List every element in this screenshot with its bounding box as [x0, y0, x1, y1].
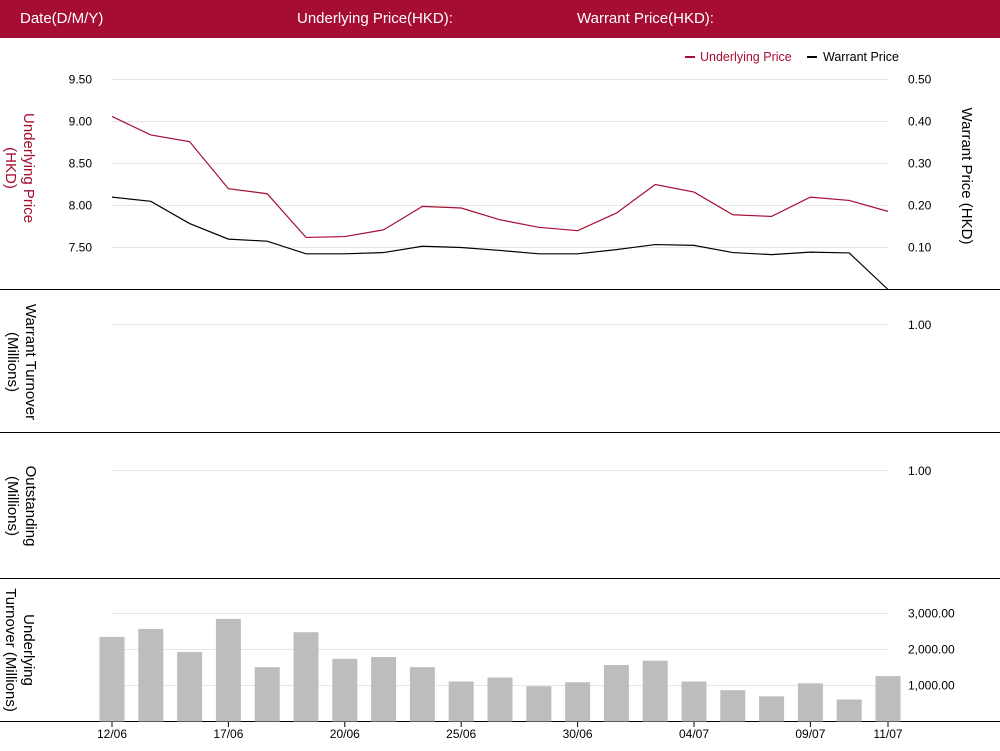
- underlying-price-tick: 8.00: [69, 199, 93, 213]
- underlying-turnover-bar: [371, 657, 397, 722]
- underlying-turnover-tick: 2,000.00: [908, 643, 955, 657]
- underlying-price-tick: 8.50: [69, 157, 93, 171]
- legend-underlying-label: Underlying Price: [700, 50, 792, 64]
- underlying-turnover-bar: [177, 652, 203, 722]
- underlying-turnover-bar: [565, 682, 591, 722]
- x-tick-label: 17/06: [213, 727, 243, 741]
- price-gridlines: [112, 79, 888, 248]
- warrant-price-tick: 0.30: [908, 157, 932, 171]
- warrant-price-tick: 0.10: [908, 241, 932, 255]
- underlying-turnover-bar: [254, 667, 280, 722]
- underlying-turnover-bar: [526, 686, 552, 722]
- warrant-price-tick: 0.40: [908, 115, 932, 129]
- underlying-turnover-bar: [720, 690, 746, 722]
- outstanding-tick: 1.00: [908, 464, 932, 478]
- underlying-price-line: [111, 115, 889, 239]
- underlying-turnover-tick: 3,000.00: [908, 607, 955, 621]
- warrant-chart: Underlying Price Warrant Price 9.50 9.00 8…: [0, 50, 1000, 741]
- underlying-turnover-bar: [681, 681, 707, 722]
- x-tick-label: 09/07: [795, 727, 825, 741]
- underlying-turnover-bar: [409, 667, 435, 722]
- underlying-turnover-bar: [642, 660, 668, 722]
- warrant-price-tick: 0.50: [908, 73, 932, 87]
- underlying-price-tick: 7.50: [69, 241, 93, 255]
- underlying-turnover-bar: [759, 696, 785, 722]
- warrant-price-axis: 0.50 0.40 0.30 0.20 0.10: [908, 73, 932, 255]
- underlying-turnover-bar: [875, 676, 901, 722]
- underlying-turnover-bar: [215, 618, 241, 722]
- underlying-price-axis: 9.50 9.00 8.50 8.00 7.50: [69, 73, 93, 255]
- header-bar: Date(D/M/Y) Underlying Price(HKD): Warra…: [0, 0, 1000, 38]
- underlying-turnover-bar: [293, 632, 319, 722]
- underlying-turnover-tick: 1,000.00: [908, 679, 955, 693]
- warrant-turnover-tick: 1.00: [908, 318, 932, 332]
- warrant-price-label: Warrant Price(HKD):: [577, 10, 714, 27]
- underlying-price-label: Underlying Price(HKD):: [297, 10, 453, 27]
- x-tick-label: 20/06: [330, 727, 360, 741]
- underlying-turnover-bar: [836, 699, 862, 722]
- warrant-price-axis-title: Warrant Price (HKD): [958, 108, 975, 245]
- warrant-price-tick: 0.20: [908, 199, 932, 213]
- underlying-turnover-bar: [332, 658, 358, 722]
- x-tick-label: 04/07: [679, 727, 709, 741]
- warrant-turnover-axis-title: Warrant Turnover(Millions): [4, 304, 39, 420]
- underlying-turnover-bar: [603, 664, 629, 722]
- underlying-price-axis-title: Underlying Price(HKD): [2, 113, 37, 223]
- underlying-price-tick: 9.00: [69, 115, 93, 129]
- x-tick-label: 12/06: [97, 727, 127, 741]
- x-tick-label: 11/07: [873, 727, 902, 741]
- underlying-turnover-bar: [448, 681, 474, 722]
- chart-legend: Underlying Price Warrant Price: [685, 50, 899, 64]
- underlying-turnover-bar: [487, 677, 513, 722]
- x-tick-label: 25/06: [446, 727, 476, 741]
- underlying-turnover-bar: [797, 683, 823, 722]
- underlying-turnover-bar: [99, 636, 125, 722]
- underlying-turnover-bar: [138, 628, 164, 722]
- underlying-turnover-axis-title: UnderlyingTurnover (Millions): [2, 588, 37, 712]
- outstanding-axis-title: Outstanding(Millions): [4, 466, 39, 547]
- underlying-turnover-gridlines: 3,000.00 2,000.00 1,000.00: [112, 607, 955, 693]
- legend-warrant-label: Warrant Price: [823, 50, 899, 64]
- warrant-price-line: [111, 196, 889, 290]
- date-label: Date(D/M/Y): [20, 10, 104, 27]
- x-axis-ticks: 12/06 17/06 20/06 25/06 30/06 04/07 09/07 11/07: [97, 721, 903, 741]
- underlying-turnover-bars: [99, 618, 901, 722]
- underlying-price-tick: 9.50: [69, 73, 93, 87]
- x-tick-label: 30/06: [563, 727, 593, 741]
